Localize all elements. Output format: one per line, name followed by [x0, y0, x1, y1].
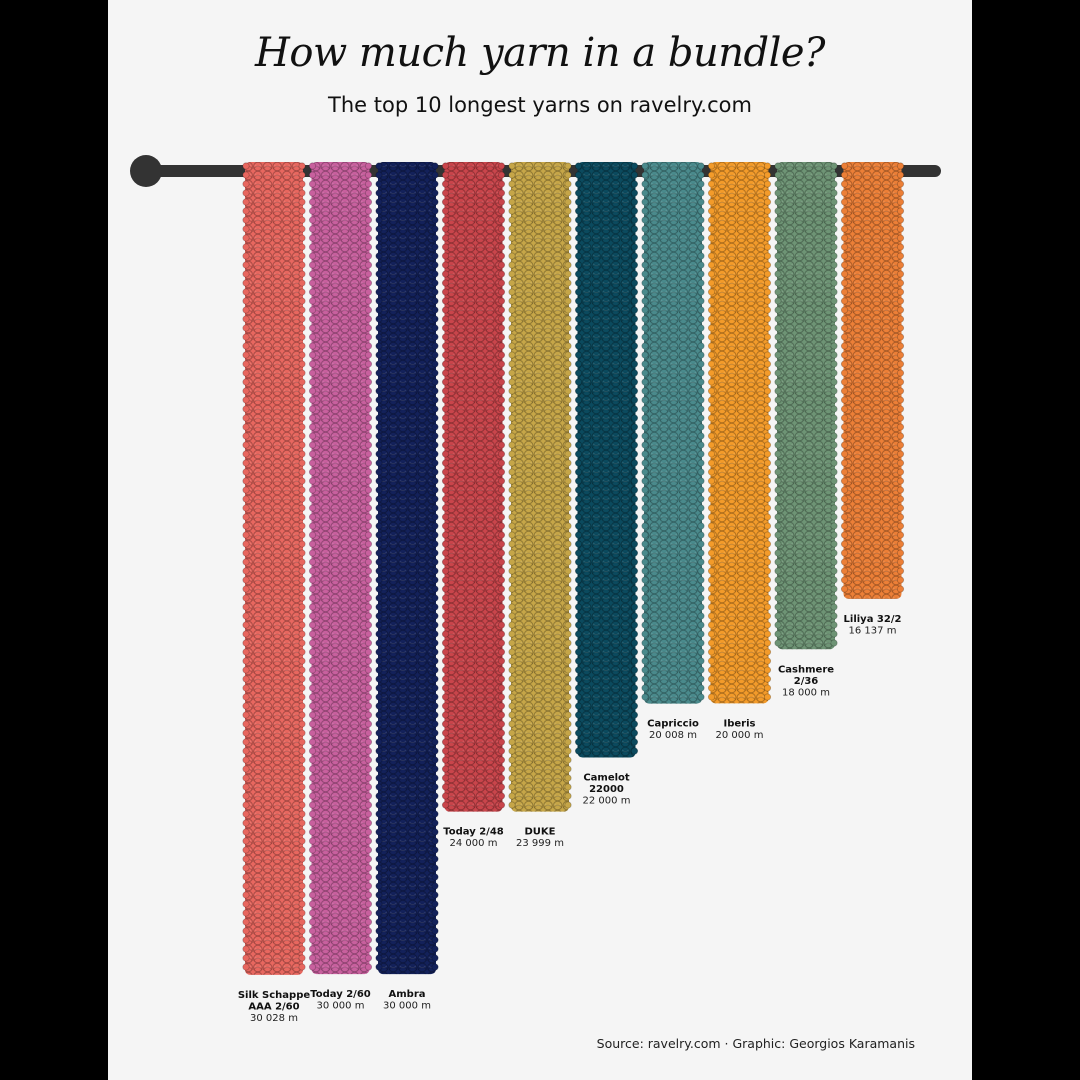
yarn-bar-texture	[777, 162, 835, 650]
yarn-bar	[774, 162, 838, 650]
yarn-bar	[441, 162, 506, 812]
bar-value-label: 30 000 m	[383, 1001, 431, 1012]
yarn-bar	[574, 162, 639, 758]
yarn-bar	[707, 162, 772, 704]
bar-name-label: Capriccio	[647, 719, 699, 730]
yarn-bar-texture	[444, 162, 503, 812]
bar-value-label: 30 000 m	[317, 1001, 365, 1012]
yarn-bar-texture	[644, 162, 702, 704]
yarn-bar	[242, 162, 306, 975]
bar-value-label: 18 000 m	[782, 687, 830, 698]
source-caption: Source: ravelry.com · Graphic: Georgios …	[596, 1036, 915, 1051]
bar-name-label: Today 2/48	[443, 827, 504, 838]
chart-subtitle: The top 10 longest yarns on ravelry.com	[328, 93, 752, 117]
yarn-bar-texture	[511, 162, 569, 812]
bar-value-label: 16 137 m	[849, 625, 897, 636]
yarn-bar	[375, 162, 439, 975]
bar-name-label: Iberis	[724, 718, 756, 729]
bar-name-label: Liliya 32/2	[844, 614, 902, 625]
bar-name-label: Camelot	[583, 773, 630, 784]
bar-name-label: Cashmere	[778, 664, 834, 675]
bar-name-label: Silk Schappe	[238, 990, 311, 1001]
bar-value-label: 24 000 m	[450, 838, 498, 849]
chart-title: How much yarn in a bundle?	[254, 30, 826, 76]
rod-end-knob	[130, 155, 162, 187]
yarn-bar	[641, 162, 705, 704]
yarn-bar	[308, 162, 373, 975]
bar-value-label: 30 028 m	[250, 1013, 298, 1024]
yarn-bar-texture	[311, 162, 370, 975]
yarn-bar-texture	[378, 162, 436, 975]
yarn-bar-texture	[710, 162, 769, 704]
bar-name-label: 22000	[589, 784, 624, 795]
bar-name-label: DUKE	[524, 827, 555, 838]
yarn-bar	[840, 162, 905, 599]
bar-name-label: AAA 2/60	[248, 1001, 299, 1012]
bar-name-label: 2/36	[794, 676, 819, 687]
bar-value-label: 20 000 m	[716, 730, 764, 741]
bar-name-label: Today 2/60	[310, 989, 371, 1000]
chart-frame: How much yarn in a bundle? The top 10 lo…	[108, 0, 972, 1080]
bar-value-label: 23 999 m	[516, 838, 564, 849]
bar-value-label: 22 000 m	[583, 796, 631, 807]
yarn-bar-texture	[843, 162, 902, 599]
yarn-bar	[508, 162, 572, 812]
bar-value-label: 20 008 m	[649, 730, 697, 741]
bar-name-label: Ambra	[389, 989, 426, 1000]
yarn-bar-texture	[577, 162, 636, 758]
yarn-bar-texture	[245, 162, 303, 975]
